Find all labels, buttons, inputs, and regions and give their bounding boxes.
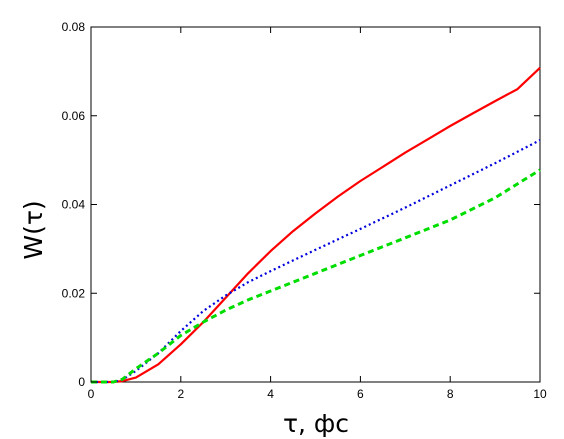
x-axis-label: τ, фс — [283, 409, 349, 438]
x-tick-label: 4 — [267, 387, 274, 401]
x-tick-label: 2 — [177, 387, 184, 401]
y-tick-label: 0.06 — [62, 109, 86, 123]
tick-group: 0 2 4 6 8 10 0 0.02 0.04 0.06 0.08 — [62, 20, 547, 401]
x-tick-label: 6 — [357, 387, 364, 401]
y-tick-label: 0 — [78, 375, 85, 389]
plot-frame-group — [90, 26, 541, 383]
label-group: τ, фс W(τ) — [19, 200, 349, 438]
series-group — [91, 67, 541, 384]
y-tick-label: 0.02 — [62, 286, 86, 300]
y-axis-label: W(τ) — [19, 200, 48, 259]
y-tick-label: 0.08 — [62, 20, 86, 34]
x-tick-label: 10 — [533, 387, 547, 401]
series-line-solid-red — [91, 67, 541, 384]
series-line-dotted-blue — [91, 139, 541, 384]
y-tick-label: 0.04 — [62, 198, 86, 212]
series-line-dashed-green — [91, 168, 541, 384]
x-tick-label: 0 — [88, 387, 95, 401]
plot-frame — [90, 26, 541, 383]
x-tick-label: 8 — [447, 387, 454, 401]
